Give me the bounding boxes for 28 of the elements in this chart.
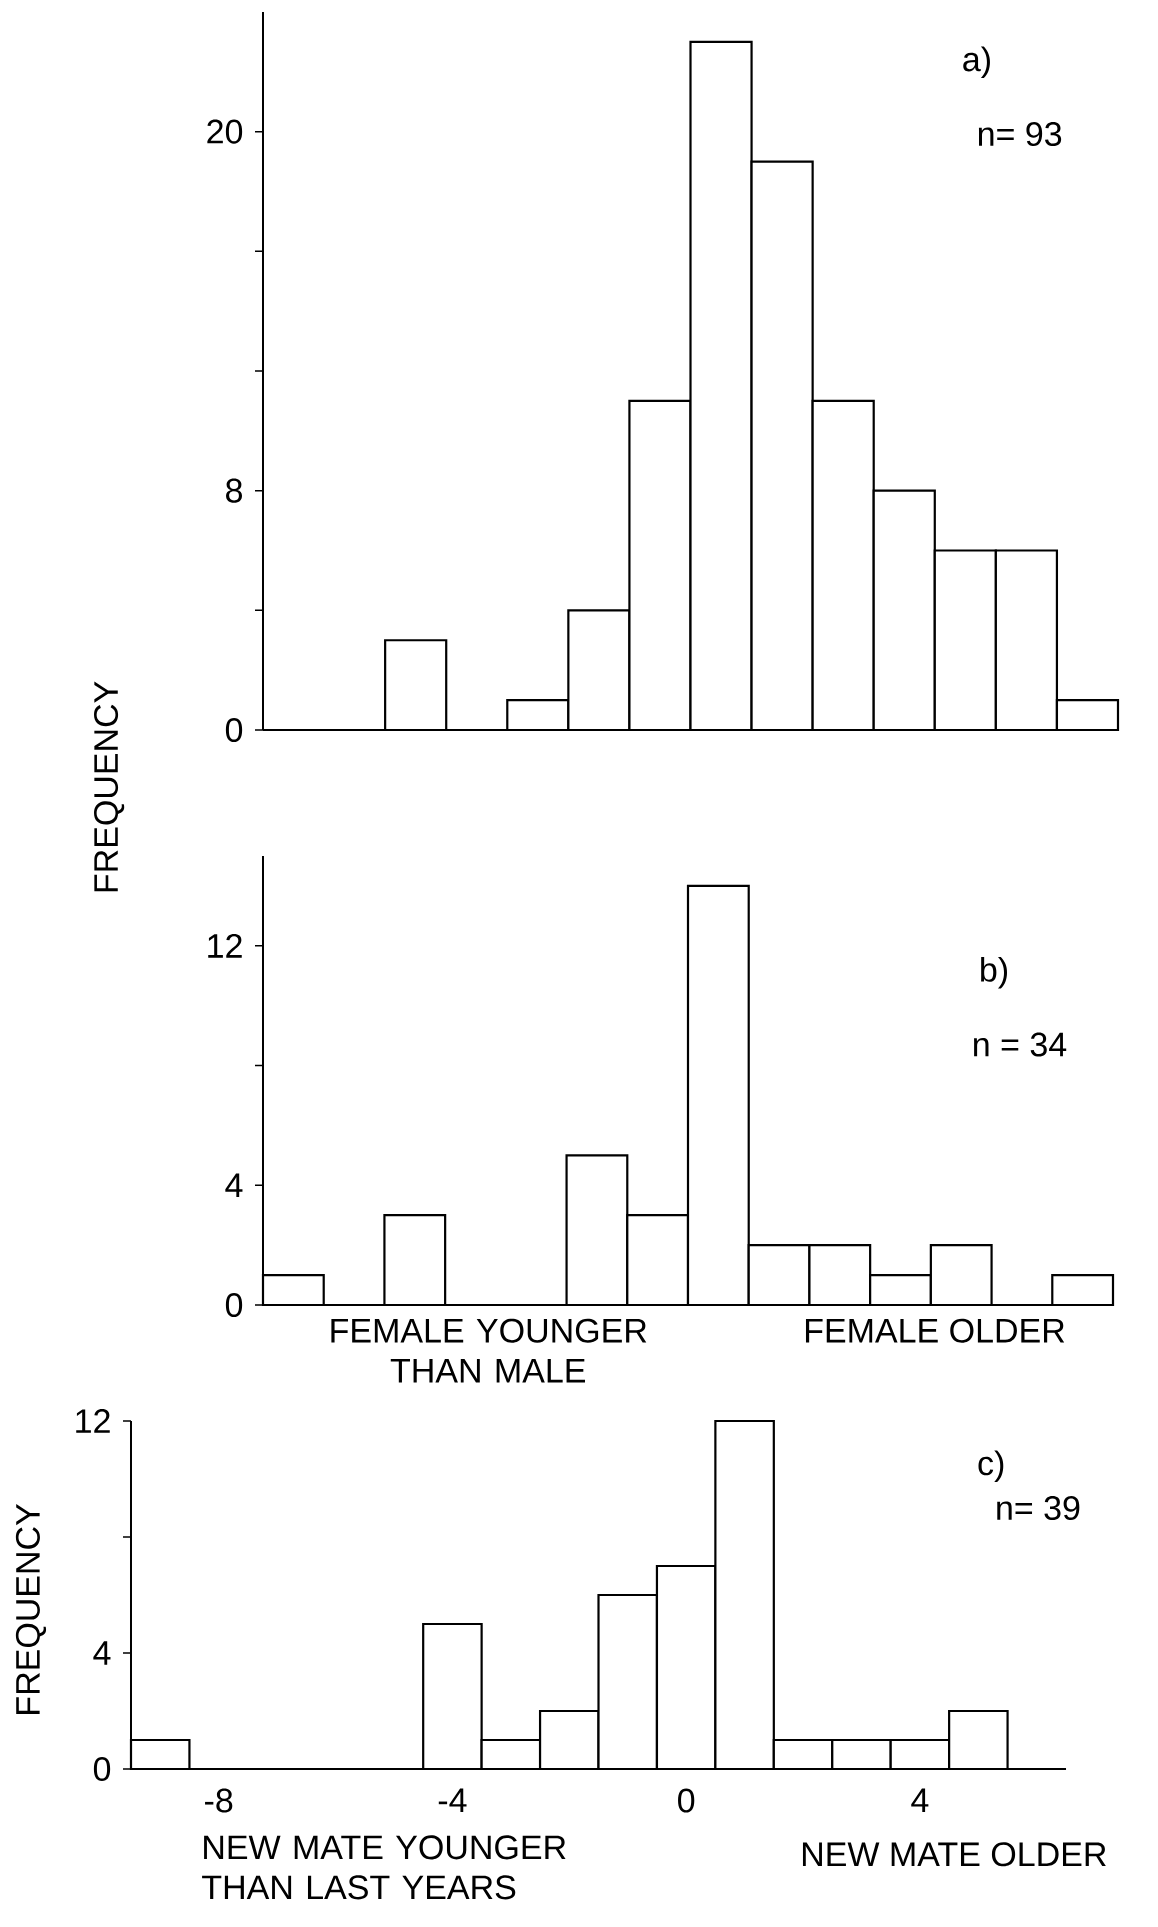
y-axis-title: FREQUENCY	[15, 1503, 47, 1714]
text: NEW MATE YOUNGER THAN LAST YEARS	[202, 1835, 566, 1900]
y-tick-label: 0	[225, 717, 243, 743]
annotation: n= 39	[997, 1495, 1080, 1521]
y-tick-label: 12	[76, 1409, 110, 1433]
text: FEMALE OLDER	[805, 1318, 1065, 1343]
bar	[1051, 1273, 1115, 1307]
y-tick-label: 4	[93, 1641, 111, 1665]
annotation: n = 34	[974, 1032, 1067, 1057]
x-tick-label: 4	[911, 1788, 929, 1812]
text: NEW MATE OLDER	[802, 1842, 1106, 1867]
y-tick-label: 4	[225, 1173, 243, 1197]
annotation: n= 93	[978, 122, 1062, 147]
y-axis-title: FREQUENCY	[94, 681, 125, 892]
annotation: a)	[963, 46, 990, 79]
text: FEMALE YOUNGER THAN MALE	[331, 1318, 647, 1383]
y-tick-label: 0	[225, 1292, 243, 1318]
x-tick-label: -4	[438, 1788, 467, 1812]
x-tick-label: -8	[205, 1788, 233, 1813]
y-tick-label: 12	[208, 933, 242, 958]
bar	[384, 639, 448, 732]
x-tick-label: 0	[678, 1788, 695, 1813]
y-tick-label: 20	[207, 119, 243, 144]
y-tick-label: 8	[226, 478, 242, 503]
annotation: c)	[978, 1450, 1004, 1483]
y-tick-label: 0	[93, 1756, 111, 1782]
bar	[383, 1214, 447, 1307]
annotation: b)	[981, 956, 1008, 989]
